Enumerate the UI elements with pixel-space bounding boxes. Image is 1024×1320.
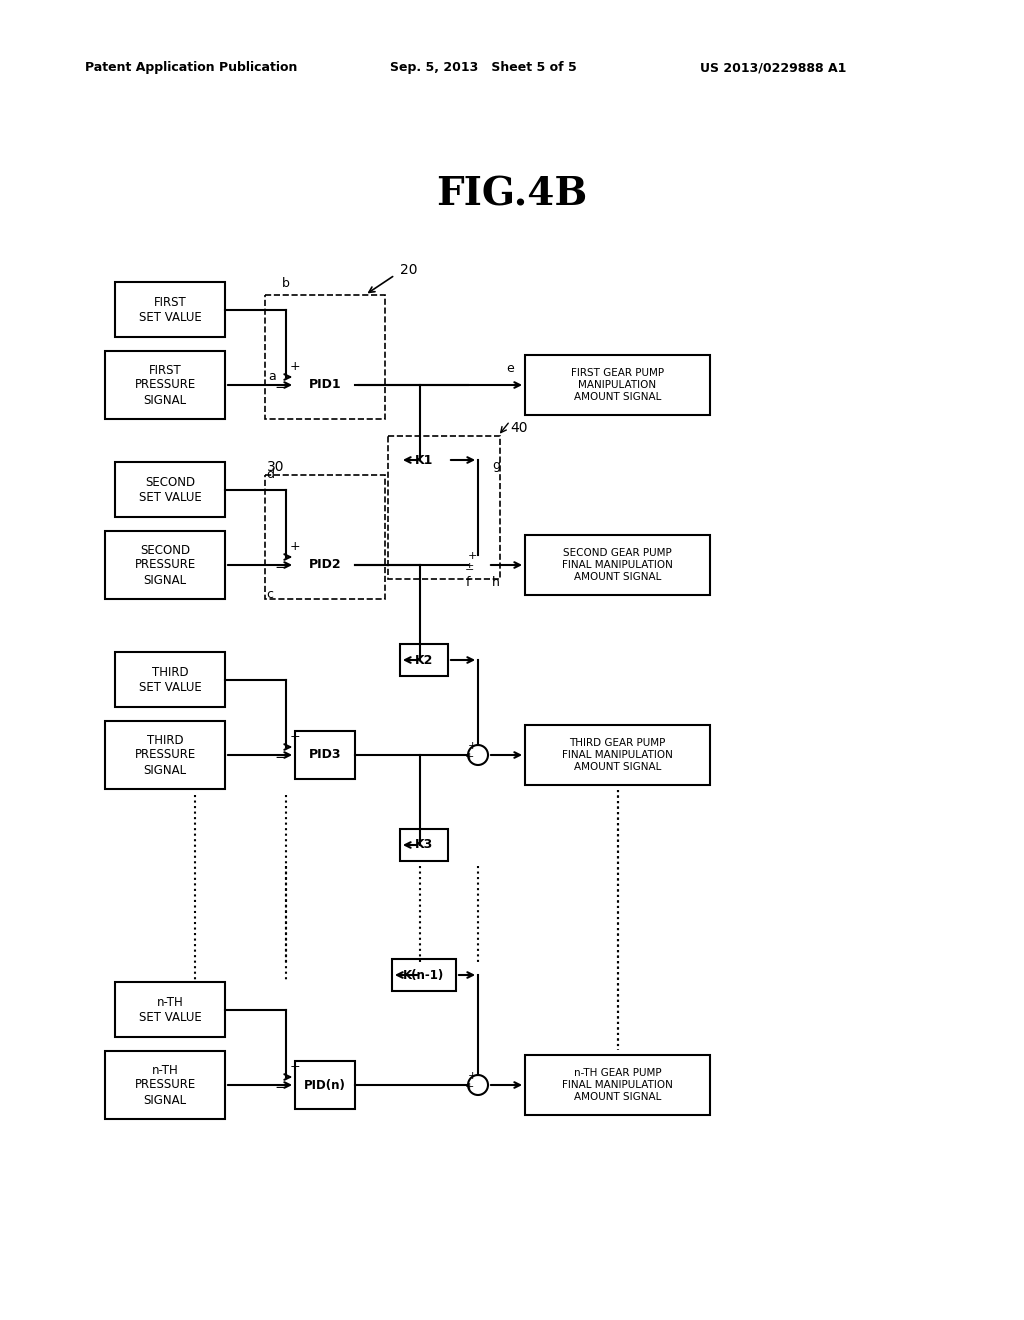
Text: +: +	[467, 1071, 477, 1081]
Bar	[265, 294, 385, 418]
Bar	[525, 535, 710, 595]
Bar	[295, 360, 355, 409]
Text: FIRST GEAR PUMP
MANIPULATION
AMOUNT SIGNAL: FIRST GEAR PUMP MANIPULATION AMOUNT SIGN…	[571, 368, 664, 401]
Text: +: +	[464, 1082, 474, 1092]
Bar	[105, 1051, 225, 1119]
Text: Sep. 5, 2013   Sheet 5 of 5: Sep. 5, 2013 Sheet 5 of 5	[390, 62, 577, 74]
Text: Patent Application Publication: Patent Application Publication	[85, 62, 297, 74]
Text: n-TH GEAR PUMP
FINAL MANIPULATION
AMOUNT SIGNAL: n-TH GEAR PUMP FINAL MANIPULATION AMOUNT…	[562, 1068, 673, 1102]
Bar	[115, 652, 225, 708]
Bar	[400, 644, 449, 676]
Text: −: −	[274, 561, 288, 576]
Bar	[115, 282, 225, 337]
Bar	[400, 444, 449, 477]
Text: g: g	[492, 458, 500, 471]
Bar	[295, 1061, 355, 1109]
Text: THIRD GEAR PUMP
FINAL MANIPULATION
AMOUNT SIGNAL: THIRD GEAR PUMP FINAL MANIPULATION AMOUN…	[562, 738, 673, 772]
Text: K2: K2	[415, 653, 433, 667]
Bar	[388, 436, 500, 579]
Text: US 2013/0229888 A1: US 2013/0229888 A1	[700, 62, 847, 74]
Text: THIRD
SET VALUE: THIRD SET VALUE	[138, 667, 202, 694]
Bar	[115, 982, 225, 1038]
Text: +: +	[290, 540, 301, 553]
Text: −: −	[274, 380, 288, 396]
Text: d: d	[266, 467, 274, 480]
Text: −: −	[274, 1081, 288, 1096]
Bar	[525, 725, 710, 785]
Bar	[400, 829, 449, 861]
Text: ±: ±	[464, 562, 474, 572]
Bar	[525, 355, 710, 414]
Text: SECOND
PRESSURE
SIGNAL: SECOND PRESSURE SIGNAL	[134, 544, 196, 586]
Text: b: b	[282, 277, 290, 290]
Text: +: +	[290, 1060, 301, 1073]
Text: +: +	[467, 550, 477, 561]
Text: PID2: PID2	[308, 558, 341, 572]
Bar	[105, 351, 225, 418]
Text: FIG.4B: FIG.4B	[436, 176, 588, 214]
Bar	[265, 475, 385, 599]
Text: PID3: PID3	[309, 748, 341, 762]
Text: SECOND GEAR PUMP
FINAL MANIPULATION
AMOUNT SIGNAL: SECOND GEAR PUMP FINAL MANIPULATION AMOU…	[562, 548, 673, 582]
Text: c: c	[266, 589, 273, 602]
Text: SECOND
SET VALUE: SECOND SET VALUE	[138, 477, 202, 504]
Text: PID1: PID1	[308, 379, 341, 392]
Text: 20: 20	[400, 263, 418, 277]
Text: e: e	[506, 363, 514, 375]
Text: a: a	[268, 371, 275, 384]
Bar	[295, 731, 355, 779]
Bar	[295, 541, 355, 589]
Text: +: +	[467, 741, 477, 751]
Text: 40: 40	[510, 421, 527, 436]
Text: FIRST
SET VALUE: FIRST SET VALUE	[138, 296, 202, 323]
Text: FIRST
PRESSURE
SIGNAL: FIRST PRESSURE SIGNAL	[134, 363, 196, 407]
Text: K3: K3	[415, 838, 433, 851]
Text: n-TH
PRESSURE
SIGNAL: n-TH PRESSURE SIGNAL	[134, 1064, 196, 1106]
Bar	[525, 1055, 710, 1115]
Bar	[105, 721, 225, 789]
Text: +: +	[290, 360, 301, 374]
Bar	[392, 960, 456, 991]
Text: −: −	[274, 751, 288, 766]
Text: THIRD
PRESSURE
SIGNAL: THIRD PRESSURE SIGNAL	[134, 734, 196, 776]
Text: K(n-1): K(n-1)	[403, 969, 444, 982]
Text: n-TH
SET VALUE: n-TH SET VALUE	[138, 997, 202, 1024]
Text: K1: K1	[415, 454, 433, 466]
Text: f: f	[466, 577, 470, 590]
Text: PID(n): PID(n)	[304, 1078, 346, 1092]
Bar	[115, 462, 225, 517]
Bar	[105, 531, 225, 599]
Text: 30: 30	[267, 459, 285, 474]
Text: +: +	[464, 752, 474, 762]
Text: +: +	[290, 730, 301, 743]
Text: h: h	[492, 577, 500, 590]
